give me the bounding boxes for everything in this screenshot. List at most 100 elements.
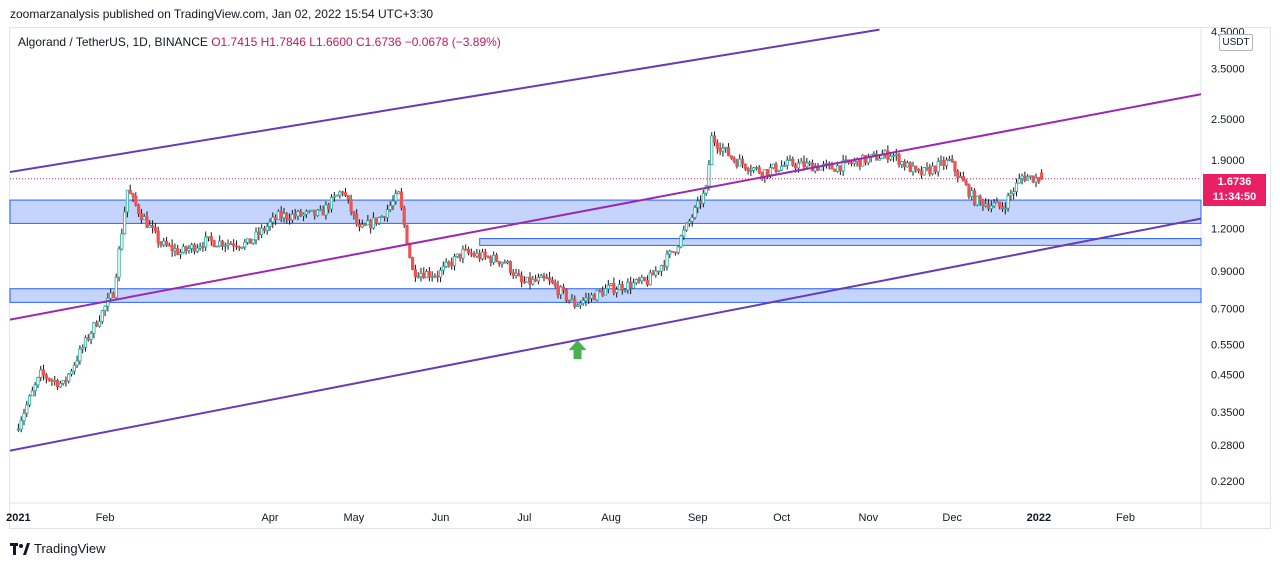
currency-button[interactable]: USDT xyxy=(1219,34,1253,51)
candle-body xyxy=(682,229,686,237)
candle-body xyxy=(313,209,317,216)
candle-body xyxy=(391,200,395,206)
candle-body xyxy=(75,360,79,366)
candle-body xyxy=(807,162,812,165)
candle-body xyxy=(894,154,898,156)
candle-body xyxy=(234,245,239,248)
candle-body xyxy=(173,248,177,252)
candle-body xyxy=(290,213,294,221)
candle-body xyxy=(796,162,801,169)
candle-body xyxy=(279,211,283,219)
candle-body xyxy=(397,191,401,195)
candle-body xyxy=(1014,182,1019,192)
support-zone-2 xyxy=(479,238,1202,246)
candle-body xyxy=(620,284,624,291)
candle-body xyxy=(237,246,241,249)
candle-body xyxy=(103,305,107,312)
candle-body xyxy=(176,248,180,255)
candle-body xyxy=(469,252,473,255)
candle-body xyxy=(360,224,364,228)
candle-body xyxy=(782,164,787,167)
candle-body xyxy=(190,244,194,249)
legend-ohlc: O1.7415 H1.7846 L1.6600 C1.6736 −0.0678 … xyxy=(211,35,501,49)
candle-body xyxy=(771,163,775,169)
candle-body xyxy=(922,167,926,176)
candle-body xyxy=(167,244,171,247)
x-tick-label: Sep xyxy=(688,512,708,524)
candle-body xyxy=(724,146,728,149)
candle-body xyxy=(989,205,993,209)
candle-body xyxy=(673,251,677,254)
x-tick-label: Feb xyxy=(1116,512,1135,524)
candle-body xyxy=(849,162,854,164)
y-tick-label: 0.9000 xyxy=(1211,266,1245,278)
candle-body xyxy=(900,161,904,166)
candle-body xyxy=(58,382,62,388)
candle-body xyxy=(405,224,409,246)
candle-body xyxy=(422,272,426,279)
candle-body xyxy=(575,304,580,307)
candle-body xyxy=(995,201,999,204)
candle-body xyxy=(346,195,350,200)
candle-body xyxy=(394,193,398,202)
legend-symbol[interactable]: Algorand / TetherUS, 1D, BINANCE xyxy=(18,35,208,49)
candle-body xyxy=(455,253,459,257)
candle-body xyxy=(44,374,48,379)
candle-body xyxy=(327,204,331,210)
candle-body xyxy=(483,251,487,257)
channel-lower-trendline xyxy=(10,217,1201,452)
candle-body xyxy=(648,272,652,286)
candle-body xyxy=(967,184,971,197)
candle-body xyxy=(265,226,269,231)
candle-body xyxy=(83,337,88,348)
candle-body xyxy=(718,147,722,152)
candle-body xyxy=(953,161,957,172)
candle-body xyxy=(676,246,680,253)
candle-body xyxy=(123,211,127,235)
candle-body xyxy=(944,159,949,166)
candle-body xyxy=(606,284,610,290)
candle-body xyxy=(897,154,901,166)
candle-body xyxy=(50,379,54,382)
candle-body xyxy=(55,379,60,388)
candle-body xyxy=(701,192,705,204)
candle-body xyxy=(100,310,104,322)
candle-body xyxy=(72,364,76,372)
candle-body xyxy=(335,194,339,197)
last-price-tag: 1.6736 11:34:50 xyxy=(1203,174,1266,206)
candle-body xyxy=(273,216,278,220)
candle-body xyxy=(371,217,376,229)
candle-body xyxy=(668,250,672,255)
candle-body xyxy=(710,135,714,166)
candle-body xyxy=(419,272,423,278)
candle-body xyxy=(958,176,963,178)
candle-body xyxy=(1000,206,1005,210)
tradingview-logo-text: TradingView xyxy=(34,541,106,556)
candle-body xyxy=(246,238,250,243)
support-zone-1 xyxy=(9,199,1202,224)
candle-body xyxy=(746,168,750,172)
candle-body xyxy=(645,279,650,286)
y-tick-label: 0.5500 xyxy=(1211,340,1245,352)
candle-body xyxy=(931,165,935,175)
candle-body xyxy=(156,230,160,243)
candles xyxy=(16,131,1044,433)
candle-body xyxy=(134,195,138,206)
candle-body xyxy=(95,322,99,327)
candle-body xyxy=(500,261,504,265)
candle-body xyxy=(492,254,496,263)
candle-body xyxy=(251,239,255,244)
candle-body xyxy=(517,272,521,277)
candle-body xyxy=(19,420,23,430)
candle-body xyxy=(198,246,202,249)
candle-body xyxy=(553,282,557,287)
candle-body xyxy=(321,209,325,216)
candle-body xyxy=(374,217,378,224)
candle-body xyxy=(634,279,638,284)
candle-body xyxy=(192,244,197,252)
tradingview-logo[interactable]: TradingView xyxy=(10,541,106,556)
candle-body xyxy=(296,210,300,217)
candle-body xyxy=(355,213,359,225)
candle-body xyxy=(933,165,938,173)
